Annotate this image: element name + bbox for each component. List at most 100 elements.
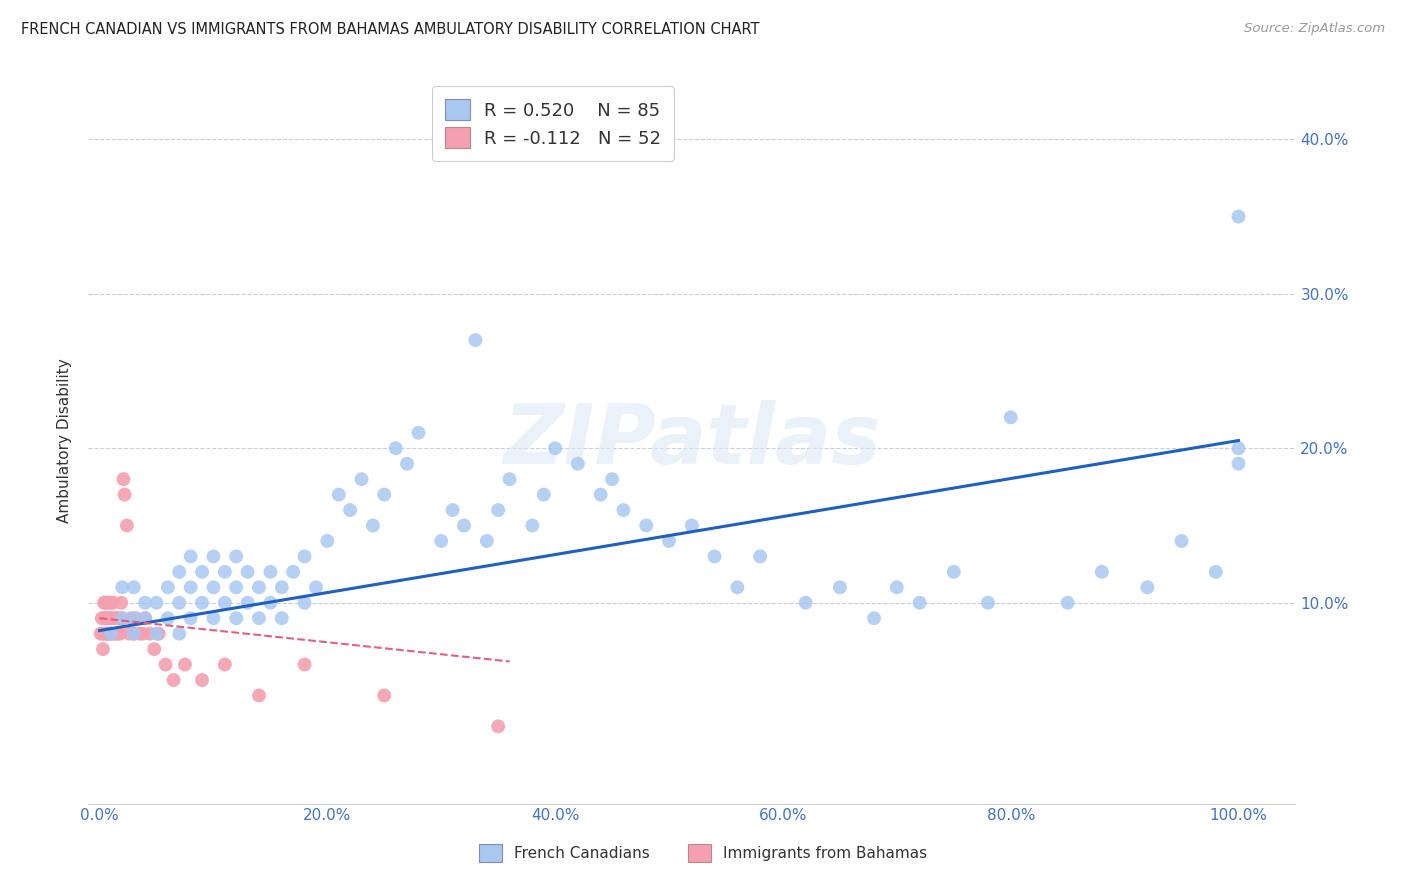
Point (145, 626, 167, 640)
Point (191, 565, 214, 579)
Point (101, 611, 124, 625)
Point (977, 596, 1000, 610)
Point (103, 596, 125, 610)
Point (169, 596, 191, 610)
Point (247, 580, 270, 594)
Point (430, 533, 453, 548)
Point (533, 487, 555, 501)
Point (94, 626, 117, 640)
Point (361, 518, 384, 533)
Point (236, 596, 259, 610)
Point (122, 611, 145, 625)
Point (111, 580, 134, 594)
Point (1000, 410, 1022, 425)
Point (453, 518, 475, 533)
Point (96, 596, 118, 610)
Point (828, 580, 851, 594)
Point (1227, 442, 1250, 456)
Point (156, 580, 179, 594)
Point (100, 596, 122, 610)
Point (350, 472, 373, 486)
Point (180, 549, 202, 564)
Point (108, 626, 131, 640)
Point (96, 626, 118, 640)
Point (658, 533, 681, 548)
Point (908, 596, 931, 610)
Point (98, 626, 121, 640)
Point (247, 611, 270, 625)
Text: FRENCH CANADIAN VS IMMIGRANTS FROM BAHAMAS AMBULATORY DISABILITY CORRELATION CHA: FRENCH CANADIAN VS IMMIGRANTS FROM BAHAM… (21, 22, 759, 37)
Point (373, 689, 395, 703)
Point (703, 549, 725, 564)
Point (97, 626, 120, 640)
Point (225, 549, 247, 564)
Point (98, 611, 121, 625)
Point (1227, 457, 1250, 471)
Point (91, 642, 114, 657)
Point (794, 596, 817, 610)
Point (122, 626, 145, 640)
Point (294, 549, 316, 564)
Point (169, 626, 191, 640)
Point (107, 626, 129, 640)
Point (143, 642, 166, 657)
Point (294, 657, 316, 672)
Text: ZIPatlas: ZIPatlas (503, 400, 880, 481)
Point (567, 457, 589, 471)
Point (316, 533, 339, 548)
Point (636, 518, 658, 533)
Point (328, 487, 350, 501)
Point (162, 673, 184, 687)
Point (202, 580, 225, 594)
Point (115, 518, 138, 533)
Point (94, 611, 117, 625)
Point (464, 333, 486, 347)
Point (270, 580, 292, 594)
Point (114, 487, 136, 501)
Point (122, 580, 145, 594)
Point (544, 442, 567, 456)
Point (247, 689, 270, 703)
Point (475, 533, 498, 548)
Point (97, 611, 120, 625)
Point (111, 611, 134, 625)
Point (180, 580, 202, 594)
Point (589, 487, 612, 501)
Point (90, 611, 112, 625)
Point (408, 425, 430, 440)
Point (214, 657, 236, 672)
Point (191, 596, 214, 610)
Point (100, 626, 122, 640)
Point (134, 611, 156, 625)
Point (202, 611, 225, 625)
Point (118, 626, 141, 640)
Point (96, 626, 118, 640)
Point (134, 596, 156, 610)
Point (103, 611, 125, 625)
Point (498, 472, 520, 486)
Y-axis label: Ambulatory Disability: Ambulatory Disability (58, 359, 72, 523)
Point (1136, 580, 1159, 594)
Point (259, 596, 281, 610)
Point (169, 565, 191, 579)
Point (145, 596, 167, 610)
Point (486, 503, 509, 517)
Point (214, 596, 236, 610)
Point (339, 503, 361, 517)
Point (283, 565, 305, 579)
Point (112, 472, 135, 486)
Point (612, 503, 634, 517)
Point (105, 611, 128, 625)
Point (225, 611, 247, 625)
Point (441, 503, 464, 517)
Point (103, 626, 125, 640)
Point (155, 657, 177, 672)
Point (396, 457, 419, 471)
Point (174, 657, 197, 672)
Point (486, 719, 509, 733)
Point (886, 580, 908, 594)
Point (104, 626, 127, 640)
Point (373, 487, 395, 501)
Legend: R = 0.520    N = 85, R = -0.112   N = 52: R = 0.520 N = 85, R = -0.112 N = 52 (432, 87, 673, 161)
Point (156, 611, 179, 625)
